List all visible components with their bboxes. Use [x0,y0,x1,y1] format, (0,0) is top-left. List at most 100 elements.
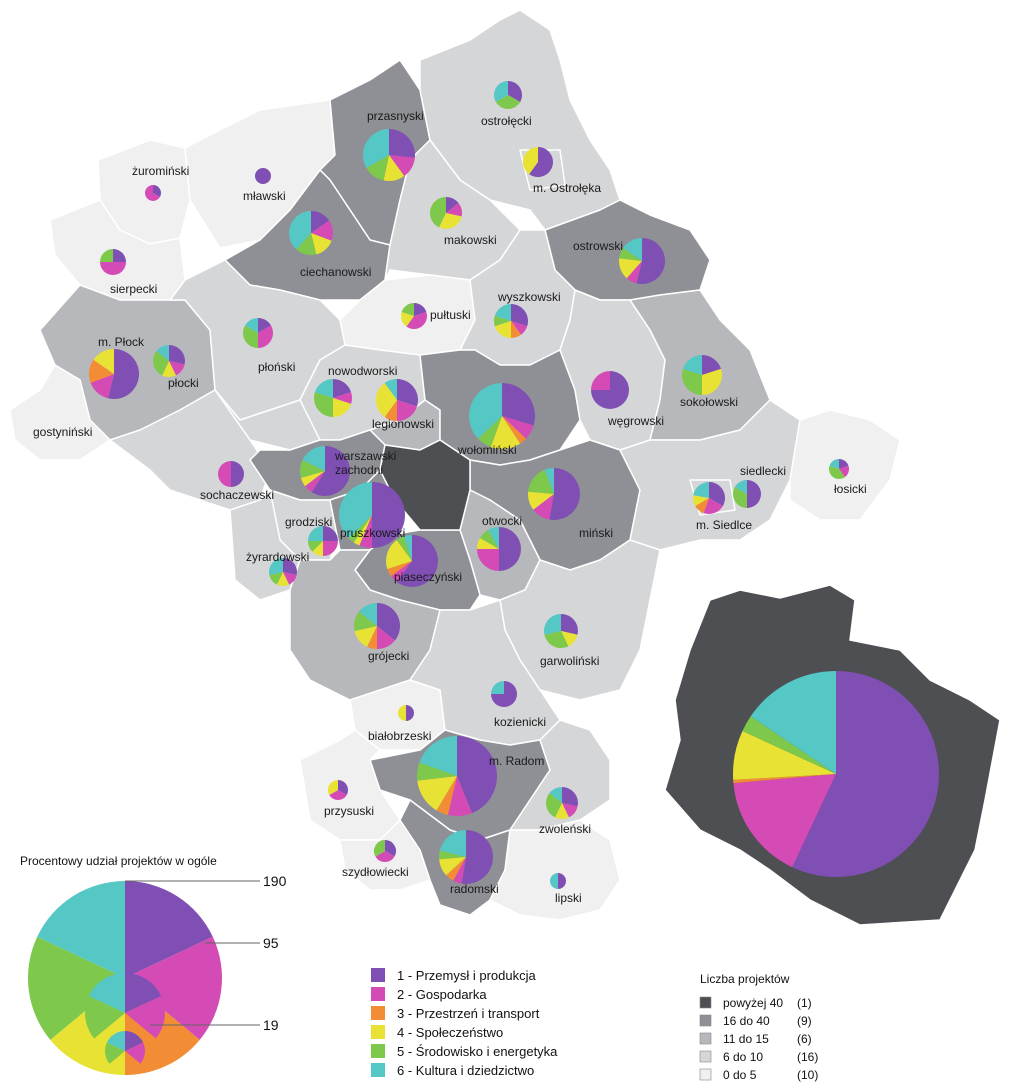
pie-warszawski [299,446,350,496]
pie-ciechanowski [288,210,334,255]
pie-slice-cat1 [702,355,722,375]
pie-slice-cat4 [702,368,722,395]
pie-slice-cat1 [377,603,400,641]
pie-slice-cat3 [387,561,412,577]
pie-slice-cat6 [494,81,508,102]
pie-slice-cat6 [623,237,642,261]
pie-slice-cat2 [329,790,347,800]
pie-zwolenski [545,786,579,820]
pie-slice-cat6 [549,786,562,803]
label-kozienicki: kozienicki [494,715,546,729]
pie-slice-cat4 [527,491,554,510]
pie-slice-cat2 [169,361,185,376]
pie-slice-cat4 [555,803,569,820]
pie-slice-cat5 [438,850,466,860]
pie-szydlowiecki [373,839,397,863]
pie-slice-cat1 [153,185,162,197]
pie-slice-cat6 [384,379,397,400]
category-label-6: 6 - Kultura i dziedzictwo [397,1063,534,1078]
scale-slice-cat2 [125,995,165,1039]
pie-slice-cat4 [417,776,457,811]
pie-pruszkowski [339,482,405,548]
district-labels: żuromiński mławski przasnyski ostrołęcki… [33,109,867,905]
pie-makowski [429,197,463,230]
pie-slice-cat1 [747,480,761,508]
pie-slice-cat5 [314,392,333,417]
label-garwolinski: garwoliński [540,654,599,668]
pie-slice-cat4 [398,705,406,721]
pie-slice-cat2 [406,311,427,329]
pie-slice-cat3 [695,498,709,514]
pie-przysuski [328,780,348,800]
pie-slice-cat2 [90,374,114,399]
label-pruszkowski: pruszkowski [340,526,405,540]
count-legend: Liczba projektów powyżej 40 (1) 16 do 40 (9… [699,972,818,1082]
pie-slice-cat1 [169,345,186,365]
pie-slice-cat1 [561,614,578,635]
pie-slice-cat2 [447,776,472,817]
scale-slice-cat5 [27,936,126,1040]
pie-slice-cat1 [323,526,338,541]
pie-slice-cat2 [533,494,554,520]
label-ciechanowski: ciechanowski [300,265,371,279]
category-label-3: 3 - Przestrzeń i transport [397,1006,540,1021]
pie-slice-cat6 [488,527,499,549]
pie-slice-cat5 [545,793,562,818]
label-zurominski: żuromiński [132,164,189,178]
pie-slice-cat1 [446,197,459,213]
pie-slice-cat6 [362,129,389,168]
pie-slice-cat6 [544,468,554,494]
pie-slice-cat6 [302,446,325,471]
label-grojecki: grójecki [368,649,409,663]
pie-slice-cat1 [562,787,579,807]
pie-slice-cat2 [626,261,642,284]
pie-sochaczewski [218,461,244,487]
scale-value-95: 95 [263,935,279,951]
label-ostrolecki: ostrołęcki [481,114,532,128]
pie-charts-layer [88,81,940,889]
pie-slice-cat6 [544,614,561,635]
label-warszawski-2: zachodni [335,463,383,477]
label-makowski: makowski [444,233,497,247]
label-przysuski: przysuski [324,804,374,818]
pie-slice-cat2 [305,471,325,493]
category-label-4: 4 - Społeczeństwo [397,1025,503,1040]
scale-slice-cat1 [125,1031,144,1051]
count-label-0: powyżej 40 [723,996,783,1010]
pie-slice-cat6 [288,211,311,250]
pie-slice-cat2 [145,185,160,201]
pie-slice-cat5 [495,95,521,109]
pie-plocki [152,345,186,378]
count-label-1: 16 do 40 [723,1014,770,1028]
pie-slice-cat6 [308,526,323,541]
pie-slice-cat5 [296,233,317,255]
pie-slice-cat6 [468,383,502,439]
pie-slice-cat2 [397,400,417,421]
pie-piaseczynski [386,535,439,587]
pie-slice-cat6 [829,459,839,469]
label-zwolenski: zwoleński [539,822,591,836]
pie-slice-cat3 [511,321,521,338]
label-legionowski: legionowski [372,417,434,431]
pie-slice-cat3 [436,776,457,815]
pie-slice-cat1 [502,383,535,426]
category-swatch-6 [371,1063,385,1077]
pie-slice-cat1 [255,168,271,184]
pie-slice-cat2 [311,220,334,241]
pie-slice-cat5 [528,469,554,494]
pie-ostrowski [619,237,666,284]
pie-grodziski [308,526,338,556]
pie-siedlecki-a [733,480,761,508]
pie-slice-cat5 [348,515,372,543]
scale-slice-cat5 [104,1042,125,1064]
pie-warszawa [733,670,940,877]
label-losicki: łosicki [834,482,867,496]
pie-slice-cat5 [299,459,325,478]
pie-sokolowski [682,355,722,395]
count-legend-title: Liczba projektów [700,972,790,986]
pie-sierpecki [100,249,126,275]
label-m-radom: m. Radom [489,754,544,768]
pie-przasnyski [362,129,416,181]
category-swatch-3 [371,1006,385,1020]
